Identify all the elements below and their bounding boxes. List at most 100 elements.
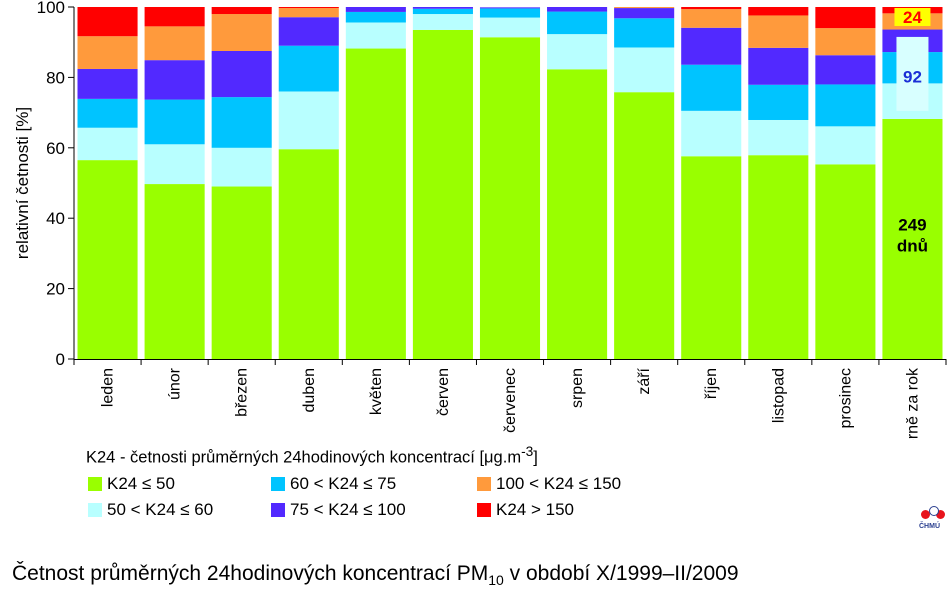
- legend-swatch: [477, 477, 491, 491]
- bar-segment: [144, 26, 205, 61]
- x-category-label: září: [636, 367, 653, 394]
- logo-dot-center: [928, 506, 939, 516]
- legend-label: 100 < K24 ≤ 150: [496, 474, 622, 493]
- bar-segment: [211, 14, 272, 51]
- bar-segment: [144, 60, 205, 100]
- bar-segment: [547, 34, 608, 70]
- bar-segment: [681, 110, 742, 157]
- bar-segment: [345, 48, 406, 359]
- bar-segment: [278, 7, 339, 9]
- bar-segment: [479, 17, 541, 38]
- bar-segment: [77, 7, 138, 37]
- bar-segment: [815, 7, 876, 29]
- bar-segment: [278, 149, 339, 359]
- legend-swatch: [271, 477, 285, 491]
- y-tick-label: 80: [46, 68, 65, 87]
- y-tick-label: 60: [46, 139, 65, 158]
- annotation-box-92: [896, 36, 929, 111]
- bar-segment: [211, 7, 272, 15]
- plot-area: [77, 7, 943, 360]
- bar-segment: [479, 37, 541, 360]
- stacked-bar-chart: 0 20 40 60 80 100 leden únor březen duben květen č…: [13, 0, 947, 440]
- legend-label: K24 > 150: [496, 500, 574, 519]
- bar-segment: [278, 91, 339, 150]
- y-tick-label: 0: [56, 350, 65, 369]
- annotation-box-24: [894, 8, 931, 26]
- bar-segment: [614, 92, 675, 360]
- x-category-label: červenec: [502, 368, 519, 433]
- bar-segment: [681, 9, 742, 28]
- bar-segment: [211, 97, 272, 148]
- x-category-label: listopad: [770, 368, 787, 423]
- legend-label: K24 ≤ 50: [107, 474, 175, 493]
- bar-segment: [681, 156, 742, 359]
- bar-segment: [547, 11, 608, 35]
- bar-segment: [815, 55, 876, 85]
- annotation-days-count: 249: [898, 216, 926, 235]
- bar-segment: [412, 14, 473, 30]
- bar-segment: [748, 15, 809, 48]
- legend-swatch: [271, 503, 285, 517]
- bar-segment: [345, 11, 406, 23]
- bar-segment: [345, 7, 406, 12]
- bar-segment: [77, 36, 138, 69]
- x-category-label: únor: [167, 367, 184, 400]
- logo-dot-left: [921, 510, 930, 519]
- bar-segment: [815, 126, 876, 165]
- y-axis: 0 20 40 60 80 100: [37, 0, 75, 369]
- bar-segment: [211, 186, 272, 359]
- bar-segment: [144, 144, 205, 185]
- bar-segment: [614, 18, 675, 48]
- x-axis: leden únor březen duben květen červen červenec…: [73, 359, 947, 440]
- bar-segment: [278, 45, 339, 92]
- x-category-label: srpen: [569, 368, 586, 408]
- y-tick-label: 100: [37, 0, 65, 17]
- logo-text: ČHMÚ: [919, 523, 940, 530]
- annotation-days-unit: dnů: [897, 237, 928, 256]
- bar-segment: [412, 8, 473, 15]
- bar-segment: [882, 118, 943, 359]
- logo-dot-right: [936, 510, 945, 519]
- x-category-label: leden: [100, 368, 117, 407]
- legend-item: K24 > 150: [477, 500, 574, 520]
- annotations: 249 dnů 92 24: [894, 8, 931, 256]
- bar-segment: [144, 7, 205, 27]
- chmu-logo: ČHMÚ: [918, 504, 948, 538]
- bar-segment: [748, 84, 809, 120]
- x-category-label: průměrně za rok: [904, 367, 922, 440]
- bar-segment: [748, 7, 809, 16]
- legend-label: 50 < K24 ≤ 60: [107, 500, 214, 519]
- legend-item: 75 < K24 ≤ 100: [271, 500, 406, 520]
- legend-label: 75 < K24 ≤ 100: [290, 500, 406, 519]
- bar-segment: [614, 8, 675, 19]
- bar-segment: [412, 29, 473, 359]
- y-tick-label: 20: [46, 280, 65, 299]
- figure-caption: Četnost průměrných 24hodinových koncentr…: [12, 562, 739, 589]
- bar-segment: [77, 68, 138, 99]
- legend-item: K24 ≤ 50: [88, 474, 175, 494]
- bar-segment: [614, 47, 675, 93]
- x-category-label: duben: [301, 368, 318, 413]
- annotation-24: 24: [903, 8, 922, 27]
- bar-segment: [144, 184, 205, 359]
- bar-segment: [412, 7, 473, 9]
- bar-segment: [479, 7, 541, 9]
- bar-segment: [815, 28, 876, 56]
- bar-segment: [211, 51, 272, 98]
- bar-segment: [681, 64, 742, 111]
- legend-label: 60 < K24 ≤ 75: [290, 474, 397, 493]
- x-category-label: říjen: [703, 368, 720, 399]
- legend-title: K24 - četnosti průměrných 24hodinových k…: [86, 444, 538, 467]
- bar-segment: [681, 7, 742, 10]
- bar-segment: [815, 164, 876, 359]
- bar-segment: [681, 27, 742, 65]
- y-axis-label: relativní četnosti [%]: [13, 107, 32, 259]
- legend-swatch: [88, 477, 102, 491]
- bar-segment: [77, 127, 138, 161]
- legend-swatch: [477, 503, 491, 517]
- bar-segment: [278, 17, 339, 46]
- legend-swatch: [88, 503, 102, 517]
- y-tick-label: 40: [46, 209, 65, 228]
- bar-segment: [748, 119, 809, 156]
- x-category-label: březen: [234, 368, 251, 417]
